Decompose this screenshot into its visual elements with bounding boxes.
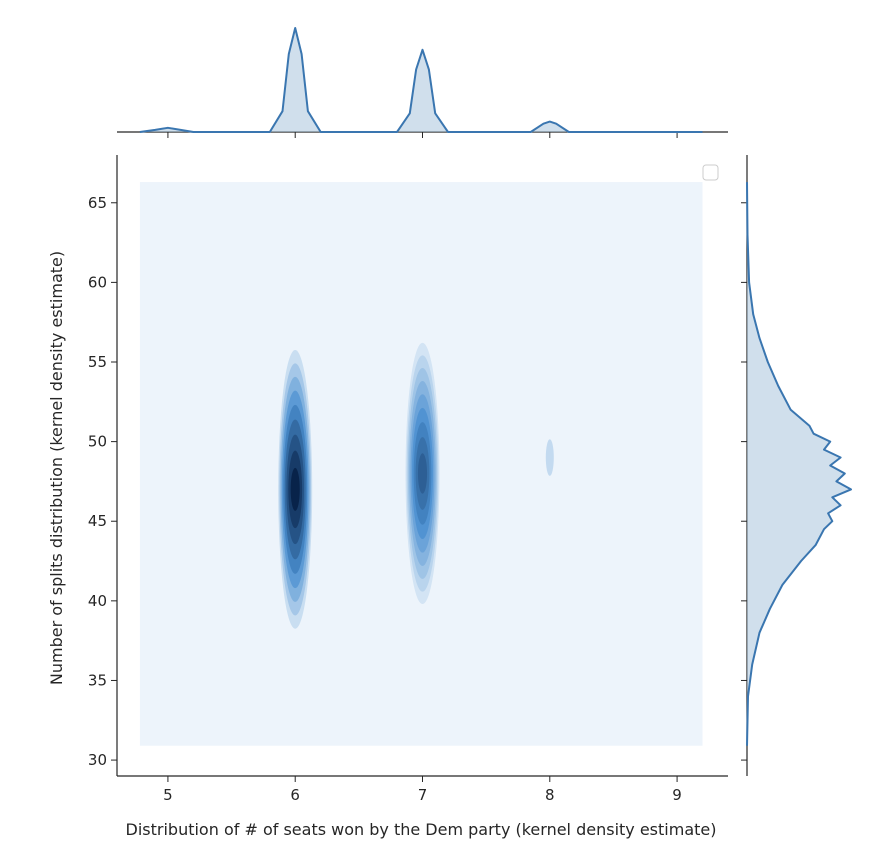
right-marginal-fill bbox=[747, 182, 851, 746]
x-tick-label: 6 bbox=[290, 786, 300, 804]
x-tick-label: 5 bbox=[163, 786, 173, 804]
density-cluster-8 bbox=[545, 439, 554, 476]
right-marginal-kde bbox=[741, 155, 852, 776]
top-marginal-kde bbox=[117, 27, 728, 138]
density-cluster-7 bbox=[405, 342, 440, 605]
y-tick-label: 50 bbox=[88, 433, 107, 451]
x-tick-label: 8 bbox=[545, 786, 555, 804]
y-tick-label: 40 bbox=[88, 592, 107, 610]
y-tick-label: 35 bbox=[88, 671, 107, 689]
density-level-9 bbox=[290, 467, 300, 511]
x-tick-label: 9 bbox=[672, 786, 682, 804]
y-tick-label: 55 bbox=[88, 353, 107, 371]
y-tick-label: 65 bbox=[88, 194, 107, 212]
density-level-1 bbox=[545, 439, 554, 476]
density-cluster-6 bbox=[278, 350, 313, 629]
x-tick-label: 7 bbox=[418, 786, 428, 804]
y-tick-label: 60 bbox=[88, 273, 107, 291]
right-marginal-line bbox=[746, 182, 852, 746]
y-axis-label: Number of splits distribution (kernel de… bbox=[47, 251, 66, 685]
legend-box bbox=[702, 164, 719, 181]
x-axis-label: Distribution of # of seats won by the De… bbox=[126, 820, 717, 839]
top-marginal-line bbox=[139, 27, 703, 133]
joint-density-heatmap bbox=[139, 182, 703, 746]
joint-axes: 5 6 7 8 9 30 35 40 45 50 55 60 65 bbox=[88, 155, 728, 804]
y-tick-label: 30 bbox=[88, 751, 107, 769]
top-marginal-fill bbox=[139, 28, 703, 132]
y-tick-label: 45 bbox=[88, 512, 107, 530]
density-level-9 bbox=[417, 453, 428, 494]
